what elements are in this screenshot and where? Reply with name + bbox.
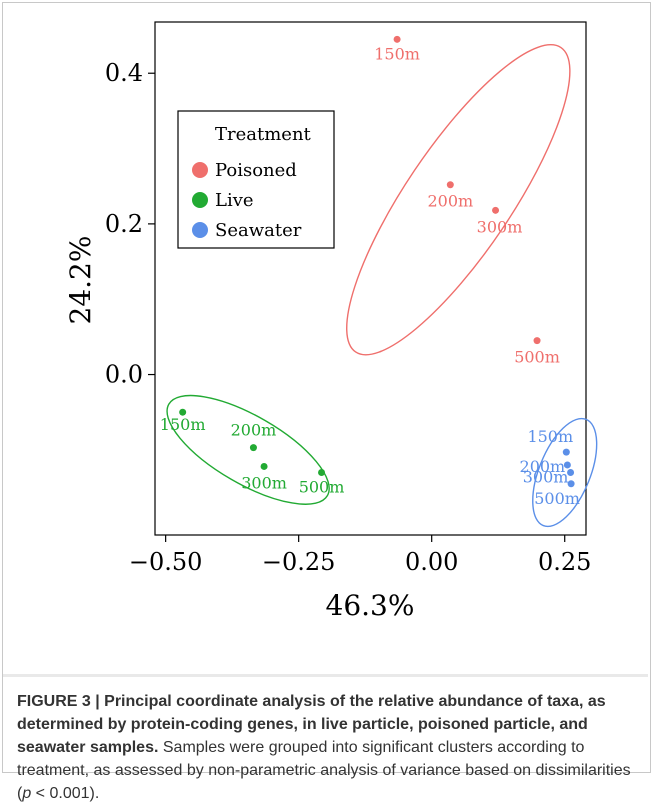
caption-body: Samples were grouped into significant cl… [17,739,631,802]
poisoned-label-150m: 150m [374,44,420,63]
legend-label-live: Live [215,190,254,211]
x-axis-ticks: −0.50 −0.25 0.00 0.25 [129,535,591,576]
x-tick-label: −0.25 [262,548,336,576]
poisoned-label-500m: 500m [514,348,560,367]
seawater-point-300m [567,468,575,476]
plot-area-frame [154,21,587,536]
x-tick-label: 0.00 [405,548,458,576]
poisoned-label-200m: 200m [427,192,473,211]
live-point-200m [249,444,257,452]
poisoned-label-300m: 300m [477,217,523,236]
live-label-500m: 500m [299,477,345,496]
legend-marker-live [192,192,208,208]
y-axis-ticks: 0.0 0.2 0.4 [105,59,155,389]
poisoned-point-150m [393,35,401,43]
seawater-point-200m [563,461,571,469]
live-point-300m [260,462,268,470]
legend-title: Treatment [215,124,312,145]
live-cluster-ellipse [166,394,330,505]
figure-caption: FIGURE 3 | Principal coordinate analysis… [17,690,639,805]
seawater-point-150m [562,448,570,456]
y-tick-label: 0.4 [105,59,143,87]
seawater-label-200m: 200m [520,457,566,476]
y-tick-label: 0.0 [105,361,143,389]
poisoned-point-300m [492,206,500,214]
y-tick-label: 0.2 [105,210,143,238]
seawater-label-500m: 500m [534,489,580,508]
live-point-150m [179,408,187,416]
caption-body-end: < 0.001). [31,785,100,802]
poisoned-point-500m [533,337,541,345]
seawater-point-500m [567,480,575,488]
y-axis-label: 24.2% [64,236,97,325]
legend-label-seawater: Seawater [215,220,302,241]
x-axis-label: 46.3% [326,589,415,622]
poisoned-point-200m [446,181,454,189]
data-points [179,35,575,488]
x-tick-label: 0.25 [538,548,591,576]
legend-items: Poisoned Live Seawater [192,160,302,241]
poisoned-cluster-ellipse [346,44,571,356]
legend: Treatment Poisoned Live Seawater [177,110,335,249]
caption-divider [3,674,648,677]
caption-title: FIGURE 3 | Principal coordinate analysis… [17,693,606,756]
cluster-ellipses [166,44,598,528]
seawater-cluster-ellipse [532,417,598,528]
live-point-500m [318,468,326,476]
seawater-label-150m: 150m [527,427,573,446]
legend-marker-poisoned [192,162,208,178]
legend-box [177,110,335,249]
live-label-150m: 150m [160,415,206,434]
live-label-200m: 200m [231,421,277,440]
legend-marker-seawater [192,222,208,238]
live-label-300m: 300m [241,473,287,492]
seawater-label-300m: 300m [523,467,569,486]
legend-label-poisoned: Poisoned [215,160,297,181]
x-tick-label: −0.50 [129,548,203,576]
caption-p-symbol: p [22,785,32,802]
